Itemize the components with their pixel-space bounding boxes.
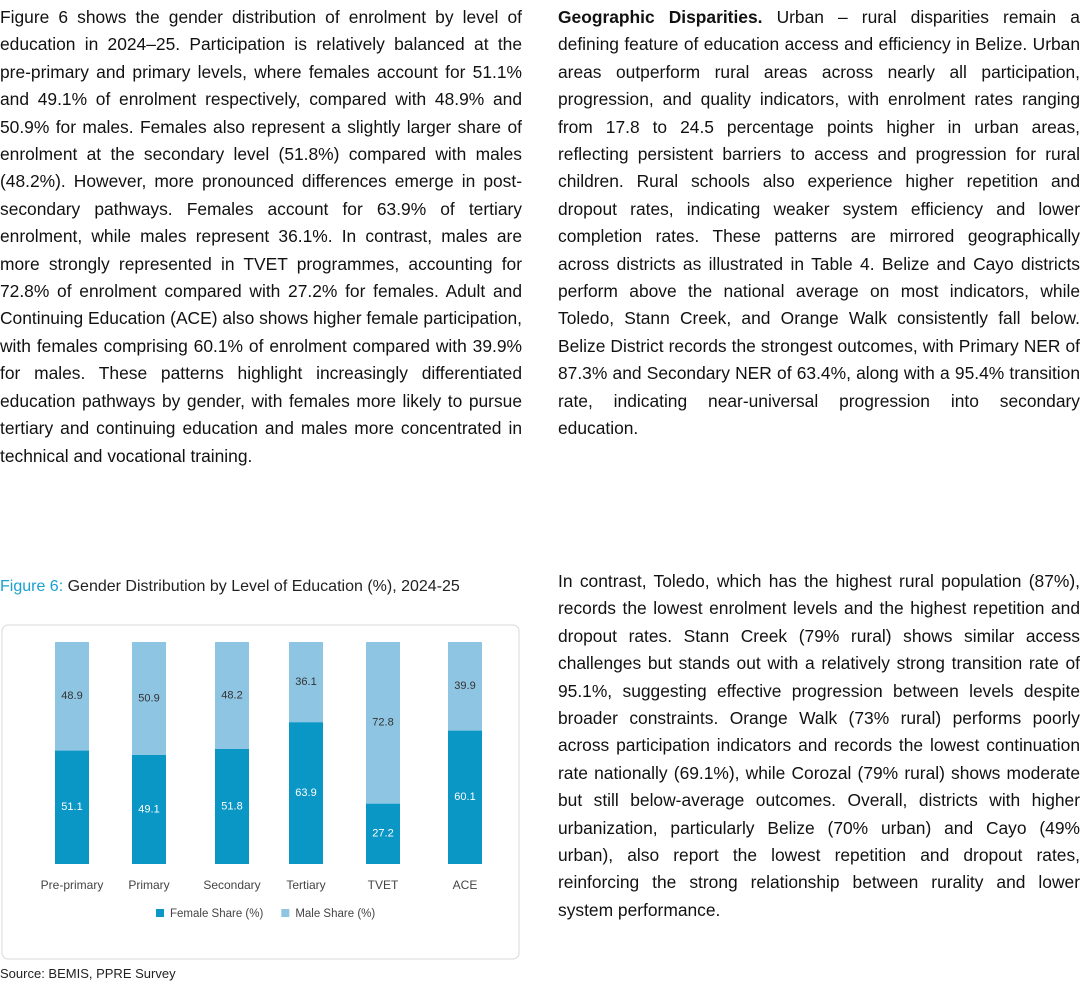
data-label: 50.9 bbox=[138, 692, 159, 704]
chart: 51.1 48.9 Pre-primary 49.1 50.9 Primary 51.8 48… bbox=[1, 624, 520, 960]
data-label: 49.1 bbox=[138, 803, 159, 815]
caption-label: Figure 6: bbox=[0, 578, 64, 595]
bar-segment bbox=[55, 750, 89, 864]
data-label: 39.9 bbox=[454, 680, 475, 692]
data-label: 27.2 bbox=[372, 828, 393, 840]
legend-swatch bbox=[156, 909, 164, 917]
bar-segment bbox=[132, 754, 166, 864]
data-label: 51.8 bbox=[221, 800, 242, 812]
data-label: 48.2 bbox=[221, 689, 242, 701]
x-tick-label: Pre-primary bbox=[41, 878, 104, 892]
data-label: 51.1 bbox=[61, 801, 82, 813]
data-label: 63.9 bbox=[295, 787, 316, 799]
caption-text: Gender Distribution by Level of Educatio… bbox=[67, 578, 460, 595]
bar-segment bbox=[366, 803, 400, 864]
bar-segment bbox=[215, 749, 249, 864]
legend-label: Female Share (%) bbox=[170, 908, 263, 920]
source: Source: BEMIS, PPRE Survey bbox=[0, 966, 176, 981]
paragraph: In contrast, Toledo, which has the highe… bbox=[558, 571, 1080, 920]
paragraph: Geographic Disparities. Urban – rural di… bbox=[558, 4, 1080, 443]
x-tick-label: Tertiary bbox=[286, 878, 325, 892]
paragraph-heading: Geographic Disparities. bbox=[558, 7, 763, 27]
x-tick-label: Secondary bbox=[203, 878, 260, 892]
figure-caption: Figure 6: Gender Distribution by Level o… bbox=[0, 578, 460, 596]
bar-segment bbox=[215, 642, 249, 750]
bar-segment bbox=[289, 642, 323, 723]
bar-segment bbox=[448, 730, 482, 864]
bar-segment bbox=[448, 642, 482, 731]
paragraph: Figure 6 shows the gender distribution o… bbox=[0, 7, 522, 466]
data-label: 60.1 bbox=[454, 791, 475, 803]
x-tick-label: Primary bbox=[128, 878, 169, 892]
bar-segment bbox=[289, 722, 323, 864]
legend-swatch bbox=[281, 909, 290, 917]
bar-segment bbox=[132, 642, 166, 755]
legend-label: Male Share (%) bbox=[295, 908, 375, 920]
data-label: 72.8 bbox=[372, 717, 393, 729]
x-tick-label: TVET bbox=[368, 878, 399, 892]
x-tick-label: ACE bbox=[453, 878, 478, 892]
paragraph-text: Urban – rural disparities remain a defin… bbox=[558, 7, 1080, 439]
data-label: 48.9 bbox=[61, 690, 82, 702]
bar-segment bbox=[55, 642, 89, 751]
bar-segment bbox=[366, 642, 400, 804]
data-label: 36.1 bbox=[295, 676, 316, 688]
